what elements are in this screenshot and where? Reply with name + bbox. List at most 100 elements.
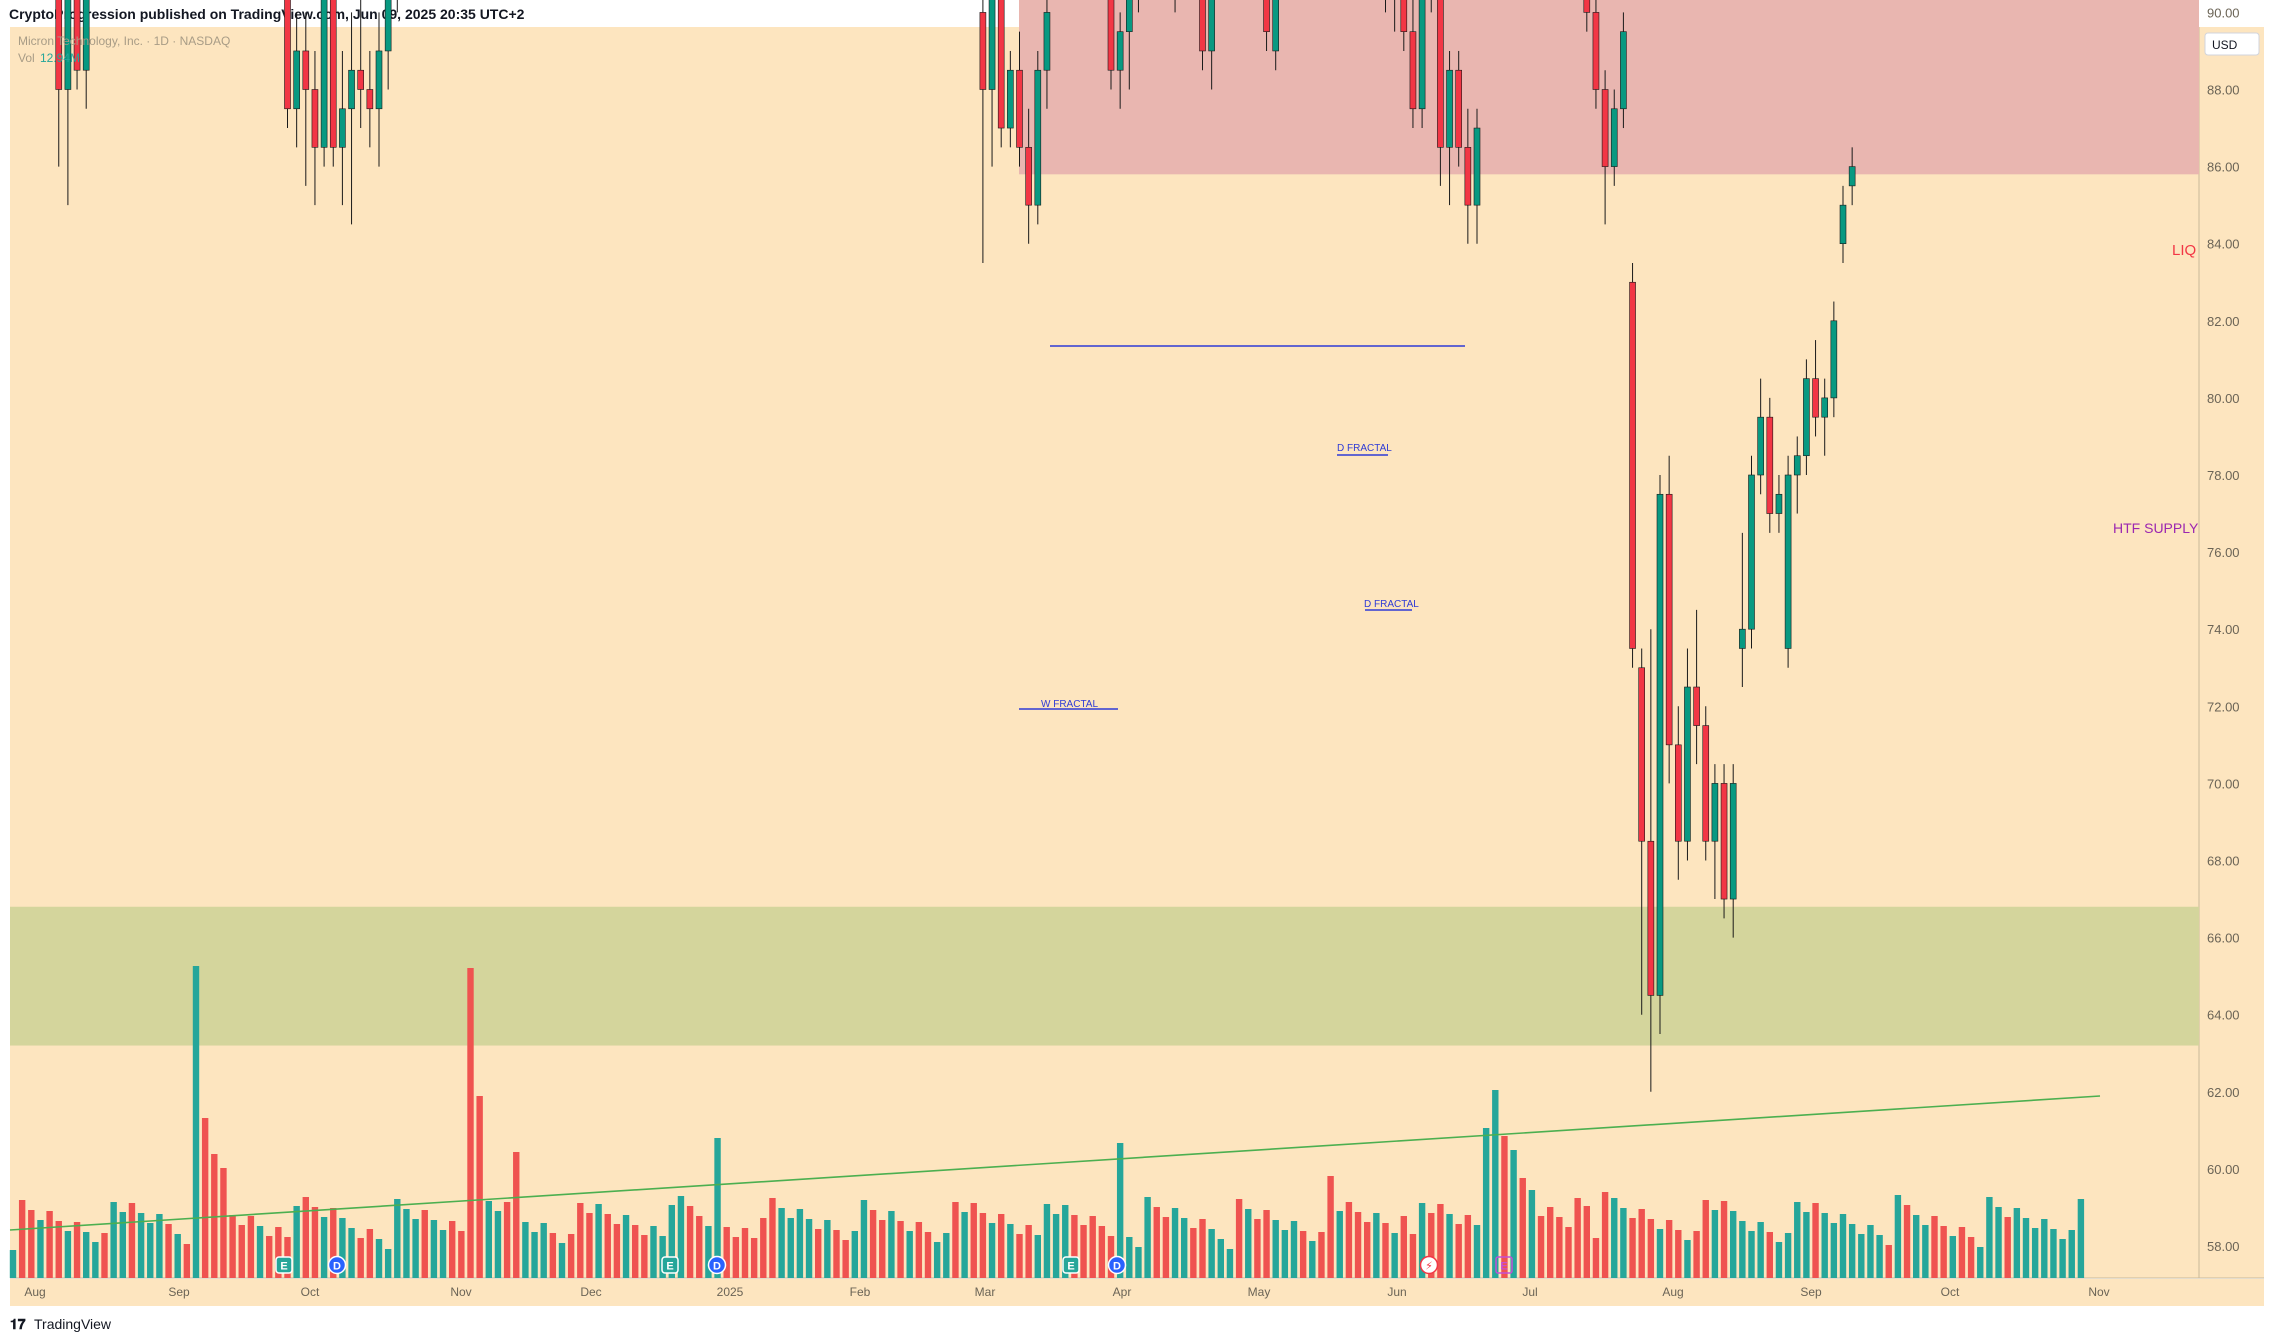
candle[interactable] [1711, 764, 1719, 900]
earnings-marker-icon[interactable]: E [1495, 1256, 1513, 1274]
candle[interactable] [1702, 706, 1710, 861]
dividend-marker-icon[interactable]: D [1107, 1255, 1127, 1275]
volume-bar [156, 1214, 163, 1278]
earnings-marker-icon[interactable]: E [1062, 1256, 1080, 1274]
candle[interactable] [1830, 301, 1838, 418]
candle[interactable] [1693, 609, 1700, 765]
candle[interactable] [1839, 185, 1847, 263]
candle[interactable] [1464, 108, 1472, 244]
candle[interactable] [1446, 50, 1453, 206]
candle[interactable] [284, 0, 291, 129]
candle[interactable] [1812, 340, 1819, 437]
htf-supply-zone[interactable] [1019, 0, 2199, 175]
candle[interactable] [293, 12, 300, 148]
candle[interactable] [1126, 0, 1133, 90]
candle[interactable] [1199, 0, 1206, 71]
candle[interactable] [311, 50, 319, 206]
candle[interactable] [1263, 0, 1270, 51]
candle[interactable] [1803, 359, 1810, 475]
candle[interactable] [82, 0, 90, 109]
candle[interactable] [1739, 532, 1746, 688]
candle[interactable] [1775, 475, 1783, 533]
candle[interactable] [384, 0, 392, 90]
candle[interactable] [1675, 706, 1682, 880]
candle[interactable] [1016, 31, 1023, 167]
candle[interactable] [1043, 0, 1051, 109]
trendline[interactable] [9, 1095, 2101, 1231]
currency-button[interactable] [2204, 32, 2260, 56]
candle[interactable] [1848, 147, 1856, 206]
candle[interactable] [1025, 108, 1032, 244]
candle[interactable] [1665, 455, 1673, 784]
volume-bar [266, 1236, 273, 1278]
candle[interactable] [1729, 764, 1737, 938]
volume-bar [1318, 1232, 1325, 1278]
candle[interactable] [73, 0, 81, 90]
candle[interactable] [1473, 108, 1481, 244]
candle[interactable] [1748, 455, 1755, 649]
candle[interactable] [339, 50, 346, 206]
dividend-marker-icon[interactable]: D [707, 1255, 727, 1275]
candle[interactable] [1766, 397, 1774, 533]
candle[interactable] [1592, 0, 1600, 109]
volume-bar [1464, 1215, 1472, 1278]
candle[interactable] [1601, 70, 1609, 225]
volume-bar [805, 1219, 813, 1278]
candle[interactable] [988, 0, 996, 167]
candle[interactable] [1684, 648, 1691, 861]
candle[interactable] [1784, 455, 1792, 668]
dividend-marker-icon[interactable]: D [327, 1255, 347, 1275]
candle[interactable] [1392, 0, 1398, 32]
earnings-marker-icon[interactable]: E [661, 1256, 679, 1274]
volume-bar [449, 1221, 456, 1278]
candle-body [997, 0, 1005, 129]
symbol-legend[interactable]: Micron Technology, Inc. · 1D · NASDAQ [18, 34, 230, 48]
candle[interactable] [1107, 0, 1115, 90]
candle[interactable] [1208, 0, 1215, 90]
candle[interactable] [375, 12, 383, 167]
candle-body [1272, 0, 1279, 52]
volume-bar [1327, 1176, 1334, 1278]
earnings-marker-icon[interactable]: E [275, 1256, 293, 1274]
volume-bar [760, 1218, 767, 1278]
candle[interactable] [1034, 50, 1042, 225]
candle[interactable] [320, 0, 328, 167]
candle[interactable] [1409, 0, 1417, 129]
candle[interactable] [1720, 764, 1728, 919]
candle[interactable] [979, 0, 987, 263]
candle[interactable] [1455, 50, 1462, 167]
candle[interactable] [997, 0, 1005, 148]
earnings-box [1062, 1256, 1080, 1274]
candle[interactable] [1437, 0, 1444, 186]
candle[interactable] [329, 0, 337, 167]
candle[interactable] [348, 12, 355, 225]
candle[interactable] [1821, 378, 1828, 456]
split-marker-icon[interactable]: ⚡ [1419, 1255, 1439, 1275]
candle[interactable] [1610, 89, 1618, 186]
y-tick-label: 58.00 [2207, 1239, 2240, 1254]
demand-zone[interactable] [10, 906, 2199, 1046]
candle[interactable] [1418, 0, 1426, 129]
y-tick-label: 82.00 [2207, 314, 2240, 329]
candle[interactable] [1793, 436, 1801, 514]
candle-body [1793, 455, 1801, 476]
candle[interactable] [1007, 50, 1014, 148]
volume-bar [952, 1202, 959, 1278]
candle[interactable] [302, 12, 310, 186]
candle[interactable] [1656, 475, 1664, 1034]
candle[interactable] [1400, 0, 1408, 51]
candle[interactable] [1272, 0, 1279, 71]
candle[interactable] [1629, 262, 1636, 668]
candle[interactable] [357, 0, 365, 129]
candle[interactable] [1583, 0, 1591, 32]
candle[interactable] [1116, 12, 1124, 109]
candle[interactable] [1638, 648, 1645, 1015]
candle[interactable] [1757, 378, 1764, 495]
candle-body [1126, 0, 1133, 32]
candle[interactable] [1620, 12, 1627, 129]
candle[interactable] [64, 0, 72, 206]
candle[interactable] [55, 0, 63, 167]
candle[interactable] [366, 50, 374, 148]
candle[interactable] [1647, 629, 1655, 1092]
